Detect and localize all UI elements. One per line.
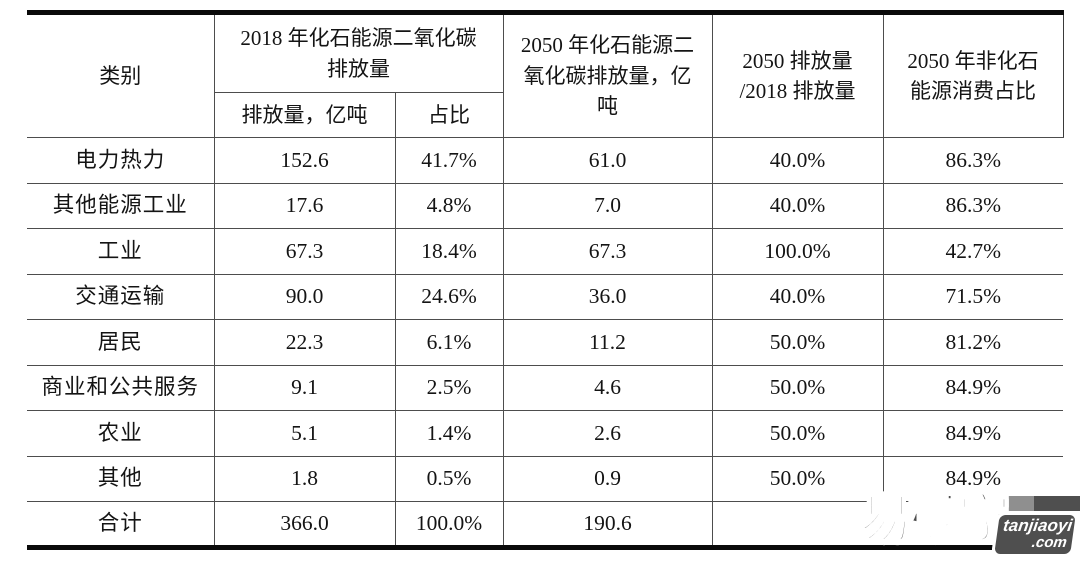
value-cell: 42.7% (882, 228, 1063, 275)
value-cell: 4.6 (502, 364, 713, 411)
value-cell: 84.9% (882, 410, 1063, 457)
table-row: 商业和公共服务 9.1 2.5% 4.6 50.0% 84.9% (27, 364, 1063, 411)
header-nonfossil-2050: 2050 年非化石 能源消费占比 (882, 12, 1064, 138)
category-cell: 合计 (27, 501, 215, 548)
value-cell: 22.3 (213, 319, 396, 366)
value-cell: 90.0 (213, 273, 396, 320)
value-cell: 1.4% (394, 410, 504, 457)
table-row: 其他能源工业 17.6 4.8% 7.0 40.0% 86.3% (27, 182, 1063, 229)
value-cell: 86.3% (882, 182, 1063, 229)
category-cell: 交通运输 (27, 273, 215, 320)
header-sub-emission: 排放量，亿吨 (214, 92, 396, 138)
header-sub-share: 占比 (394, 92, 503, 138)
category-cell: 其他 (27, 455, 215, 502)
table-row: 工业 67.3 18.4% 67.3 100.0% 42.7% (27, 228, 1063, 275)
table-row: 居民 22.3 6.1% 11.2 50.0% 81.2% (27, 319, 1063, 366)
value-cell: 36.0 (502, 273, 713, 320)
value-cell: 61.0 (502, 137, 713, 184)
table-header: 类别 2018 年化石能源二氧化碳 排放量 2050 年化石能源二 氧化碳排放量… (27, 12, 1064, 138)
value-cell: 9.1 (213, 364, 396, 411)
value-cell: 24.6% (394, 273, 504, 320)
value-cell: 41.7% (394, 137, 504, 184)
value-cell: 7.0 (502, 182, 713, 229)
value-cell: 17.6 (213, 182, 396, 229)
table-row: 农业 5.1 1.4% 2.6 50.0% 84.9% (27, 410, 1063, 457)
value-cell: 6.1% (394, 319, 504, 366)
table-row: 交通运输 90.0 24.6% 36.0 40.0% 71.5% (27, 273, 1063, 320)
category-cell: 农业 (27, 410, 215, 457)
value-cell: 11.2 (502, 319, 713, 366)
value-cell (882, 501, 1063, 548)
value-cell: 50.0% (711, 364, 884, 411)
emissions-table: 类别 2018 年化石能源二氧化碳 排放量 2050 年化石能源二 氧化碳排放量… (27, 10, 1064, 550)
value-cell: 84.9% (882, 455, 1063, 502)
value-cell: 18.4% (394, 228, 504, 275)
category-cell: 电力热力 (27, 137, 215, 184)
value-cell: 50.0% (711, 455, 884, 502)
value-cell: 67.3 (213, 228, 396, 275)
category-cell: 其他能源工业 (27, 182, 215, 229)
value-cell: 40.0% (711, 137, 884, 184)
value-cell: 152.6 (213, 137, 396, 184)
table-body: 电力热力 152.6 41.7% 61.0 40.0% 86.3% 其他能源工业 17.6 4.… (27, 137, 1063, 548)
value-cell: 81.2% (882, 319, 1063, 366)
value-cell: 2.5% (394, 364, 504, 411)
value-cell: 2.6 (502, 410, 713, 457)
value-cell: 0.9 (502, 455, 713, 502)
header-category: 类别 (27, 12, 215, 138)
category-cell: 商业和公共服务 (27, 364, 215, 411)
header-ratio-2050-2018: 2050 排放量 /2018 排放量 (711, 12, 884, 138)
value-cell: 71.5% (882, 273, 1063, 320)
header-fossil-2050: 2050 年化石能源二 氧化碳排放量，亿 吨 (502, 12, 713, 138)
value-cell: 4.8% (394, 182, 504, 229)
value-cell: 50.0% (711, 319, 884, 366)
category-cell: 居民 (27, 319, 215, 366)
value-cell: 5.1 (213, 410, 396, 457)
value-cell: 86.3% (882, 137, 1063, 184)
value-cell: 190.6 (502, 501, 713, 548)
value-cell: 366.0 (213, 501, 396, 548)
value-cell: 100.0% (394, 501, 504, 548)
value-cell (711, 501, 884, 548)
value-cell: 1.8 (213, 455, 396, 502)
value-cell: 67.3 (502, 228, 713, 275)
value-cell: 50.0% (711, 410, 884, 457)
header-fossil-2018-group: 2018 年化石能源二氧化碳 排放量 (213, 12, 504, 93)
value-cell: 40.0% (711, 273, 884, 320)
value-cell: 84.9% (882, 364, 1063, 411)
table-row: 其他 1.8 0.5% 0.9 50.0% 84.9% (27, 455, 1063, 502)
category-cell: 工业 (27, 228, 215, 275)
value-cell: 100.0% (711, 228, 884, 275)
table-row: 合计 366.0 100.0% 190.6 (27, 501, 1063, 548)
value-cell: 0.5% (394, 455, 504, 502)
table-row: 电力热力 152.6 41.7% 61.0 40.0% 86.3% (27, 137, 1063, 184)
value-cell: 40.0% (711, 182, 884, 229)
